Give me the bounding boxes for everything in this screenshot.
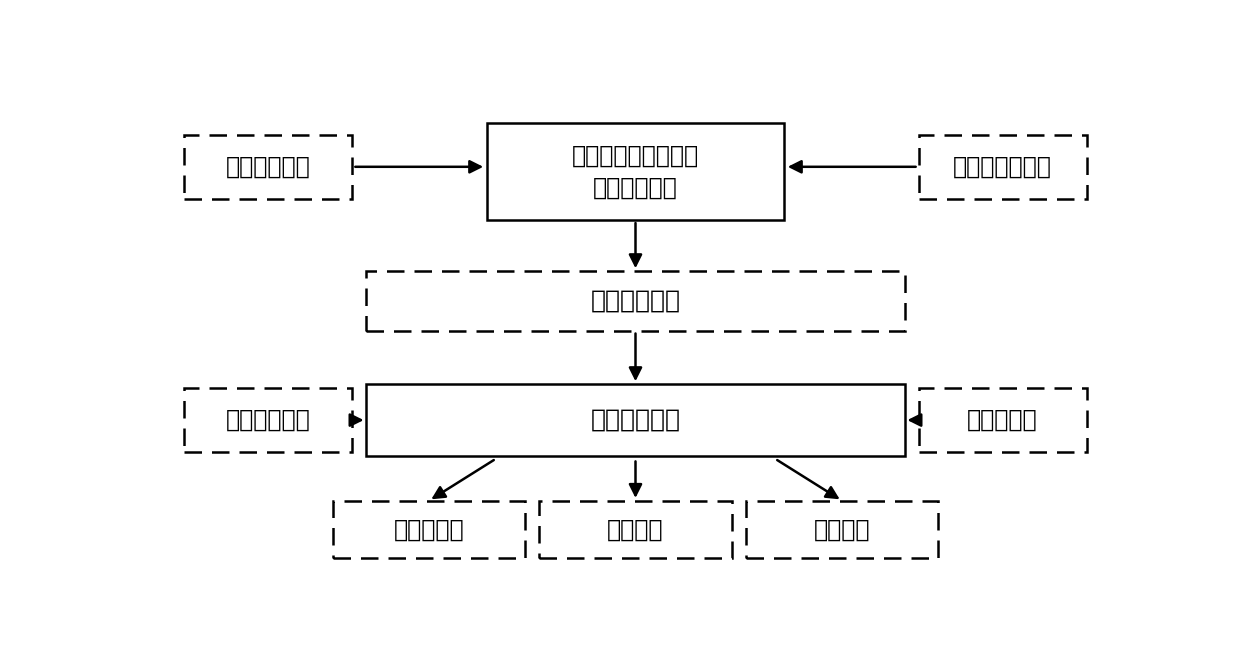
FancyBboxPatch shape [367, 384, 905, 456]
FancyBboxPatch shape [185, 135, 352, 199]
Text: 大气水汽含量: 大气水汽含量 [590, 289, 681, 313]
Text: 气溶胶模型: 气溶胶模型 [967, 408, 1038, 432]
Text: 地表温度: 地表温度 [813, 517, 870, 541]
Text: 地表亮温: 地表亮温 [608, 517, 663, 541]
FancyBboxPatch shape [746, 501, 939, 558]
FancyBboxPatch shape [486, 123, 785, 220]
Text: 高轨卫星红外分裂窗
水汽反演模型: 高轨卫星红外分裂窗 水汽反演模型 [572, 144, 699, 199]
Text: 大气校正模型: 大气校正模型 [590, 408, 681, 432]
Text: 红外光谱响应: 红外光谱响应 [226, 155, 311, 179]
Text: 地表反射率: 地表反射率 [393, 517, 464, 541]
FancyBboxPatch shape [332, 501, 525, 558]
FancyBboxPatch shape [919, 388, 1086, 452]
FancyBboxPatch shape [185, 388, 352, 452]
FancyBboxPatch shape [367, 271, 905, 331]
FancyBboxPatch shape [919, 135, 1086, 199]
FancyBboxPatch shape [539, 501, 732, 558]
Text: 高轨遥感数据: 高轨遥感数据 [226, 408, 311, 432]
Text: 红外分裂窗数据: 红外分裂窗数据 [954, 155, 1052, 179]
